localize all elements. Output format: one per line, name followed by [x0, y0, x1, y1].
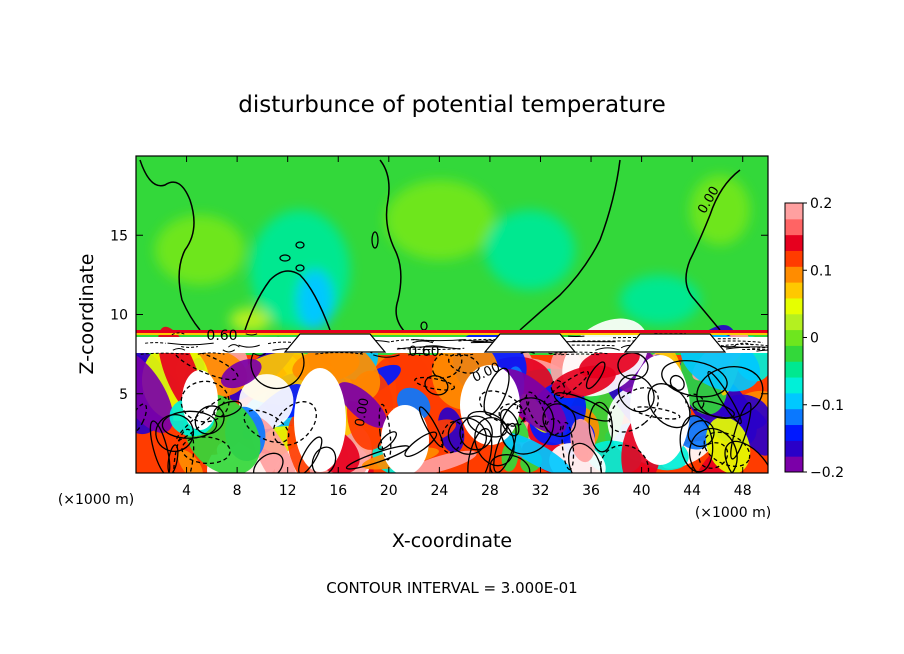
x-tick-label: 16 — [329, 483, 347, 499]
x-tick-label: 44 — [683, 483, 701, 499]
colorbar-swatch — [785, 345, 803, 362]
contour-interval-note: CONTOUR INTERVAL = 3.000E-01 — [326, 579, 577, 597]
x-tick-label: 4 — [182, 483, 191, 499]
x-tick-label: 12 — [279, 483, 297, 499]
x-tick-label: 24 — [430, 483, 448, 499]
y-tick-label: 15 — [110, 228, 128, 244]
x-tick-label: 8 — [233, 483, 242, 499]
y-axis-label: Z-coordinate — [76, 254, 98, 375]
colorbar-swatch — [785, 456, 803, 473]
x-unit-label-right: (×1000 m) — [695, 505, 771, 521]
x-tick-label: 32 — [532, 483, 550, 499]
colorbar-tick-label: 0.1 — [810, 263, 832, 279]
colorbar-swatch — [785, 234, 803, 251]
x-axis: 4 8 12 16 20 24 28 32 36 40 44 48 — [182, 156, 752, 499]
colorbar-swatch — [785, 218, 803, 236]
colorbar-swatch — [785, 392, 803, 410]
colorbar-tick-label: −0.1 — [810, 398, 844, 414]
x-tick-label: 20 — [380, 483, 398, 499]
colorbar-swatch — [785, 250, 803, 267]
colorbar-tick-label: 0.2 — [810, 196, 832, 212]
contour-label: 0.60 — [206, 328, 237, 344]
band-contours — [140, 332, 768, 358]
colorbar: 0.2 0.1 0 −0.1 −0.2 — [784, 196, 844, 481]
colorbar-tick-label: −0.2 — [810, 465, 844, 481]
y-axis: 5 10 15 — [110, 228, 768, 403]
plot-area — [136, 156, 768, 473]
colorbar-swatch — [785, 313, 803, 331]
upper-field-variation — [155, 175, 750, 332]
contour-label: 0.60 — [408, 344, 439, 360]
colorbar-swatch — [785, 440, 803, 457]
colorbar-swatch — [785, 203, 803, 220]
colorbar-swatch — [785, 329, 803, 346]
y-tick-label: 10 — [110, 308, 128, 324]
y-tick-label: 5 — [119, 387, 128, 403]
contour-label: 0.00 — [353, 397, 373, 428]
colorbar-swatch — [785, 408, 803, 426]
chart-title: disturbunce of potential temperature — [238, 92, 666, 118]
x-unit-label-left: (×1000 m) — [58, 492, 134, 508]
colorbar-swatch — [785, 266, 803, 283]
colorbar-swatch — [785, 282, 803, 299]
x-tick-label: 36 — [582, 483, 600, 499]
x-tick-label: 28 — [481, 483, 499, 499]
colorbar-swatch — [785, 424, 803, 441]
x-tick-label: 40 — [633, 483, 651, 499]
x-axis-label: X-coordinate — [392, 530, 512, 552]
colorbar-swatch — [785, 361, 803, 378]
x-tick-label: 48 — [734, 483, 752, 499]
colorbar-swatch — [785, 297, 803, 315]
inversion-band — [136, 330, 768, 333]
colorbar-swatch — [785, 377, 803, 394]
colorbar-tick-label: 0 — [810, 331, 819, 347]
